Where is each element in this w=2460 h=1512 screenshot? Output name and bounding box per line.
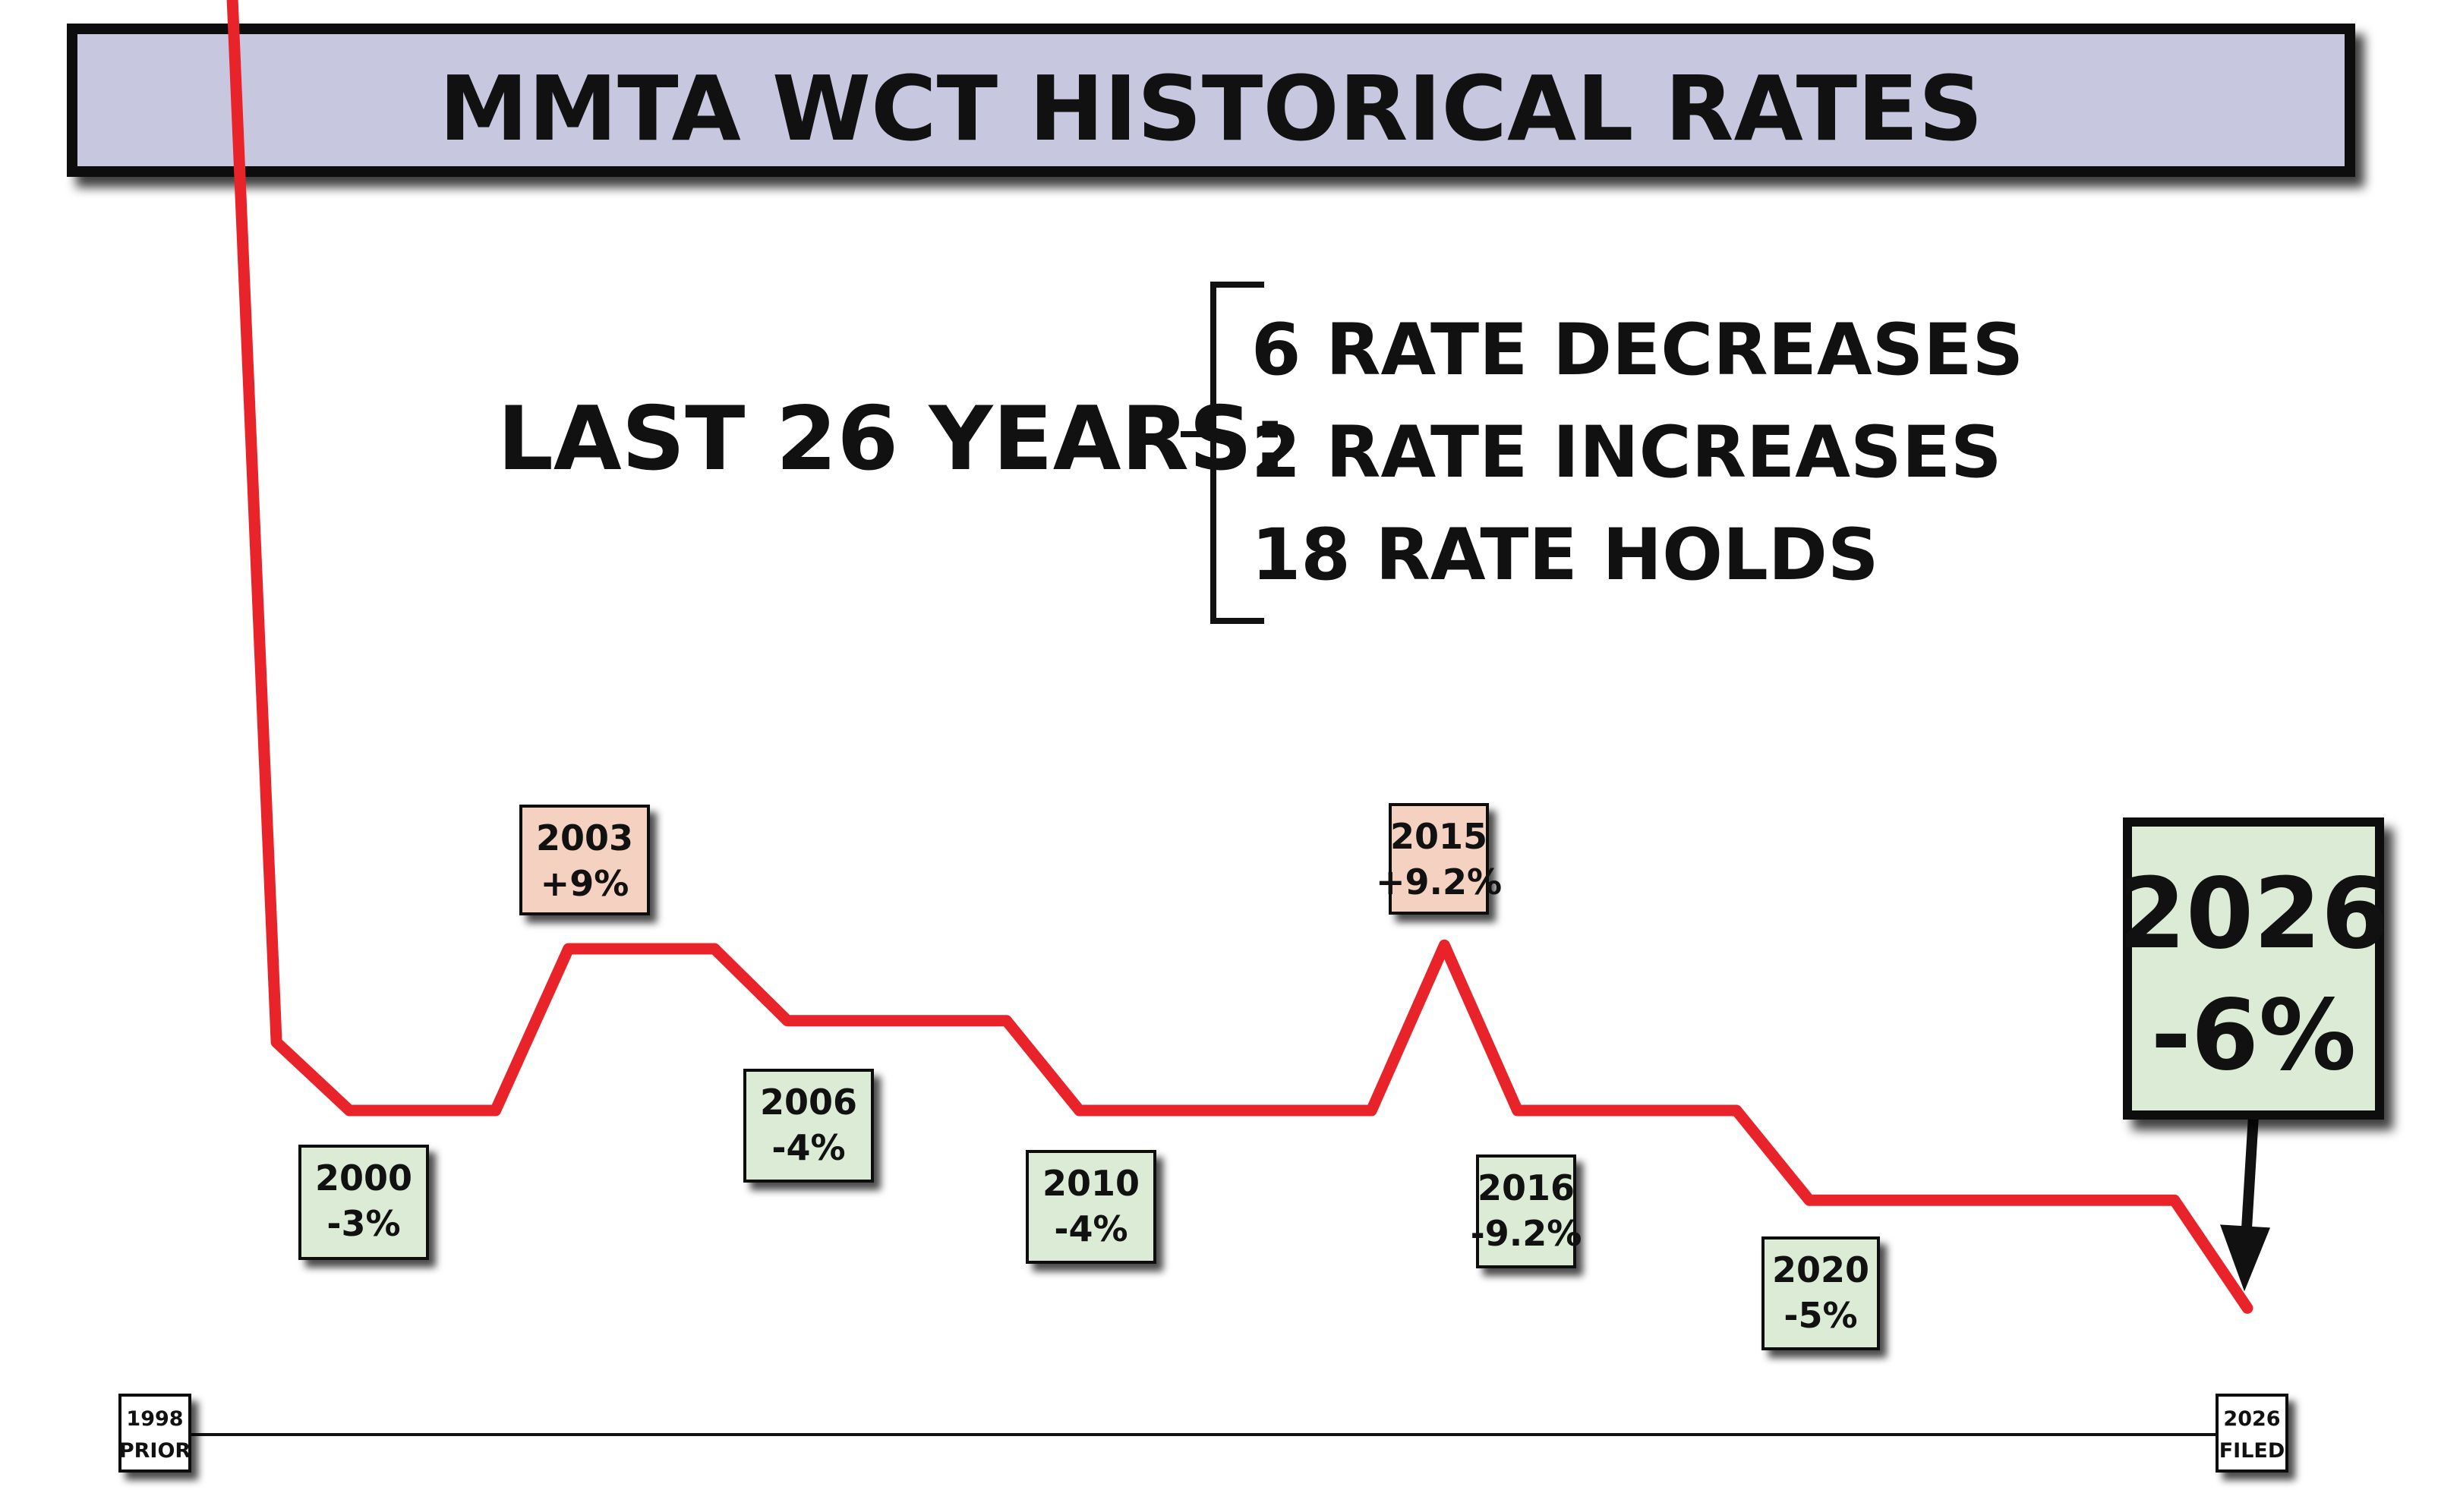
rate-label-year-2000: 2000 — [315, 1158, 412, 1199]
rate-label-box-2010 — [1026, 1150, 1156, 1264]
axis-start-note: PRIOR — [119, 1439, 191, 1463]
rate-label-2020: 2020 -5% — [1761, 1236, 1880, 1350]
axis-start-year: 1998 — [126, 1407, 183, 1431]
rate-label-box-2003 — [519, 805, 650, 915]
summary-brace — [1181, 282, 1264, 624]
chart-title: MMTA WCT HISTORICAL RATES — [439, 56, 1982, 161]
rate-label-box-2000 — [298, 1145, 429, 1260]
rate-label-change-2015: +9.2% — [1376, 862, 1502, 902]
title-band — [67, 24, 2355, 177]
summary-heading: LAST 26 YEARS: — [497, 388, 1288, 490]
rate-label-change-2016: -9.2% — [1471, 1213, 1582, 1254]
rate-label-2026: 2026-6% — [2118, 817, 2389, 1120]
title-banner: MMTA WCT HISTORICAL RATES — [67, 24, 2355, 177]
rate-label-change-2026: -6% — [2151, 979, 2356, 1092]
axis-end-note: FILED — [2219, 1439, 2285, 1463]
summary-line-holds: 18 RATE HOLDS — [1251, 514, 1879, 597]
rate-label-2016: 2016 -9.2% — [1471, 1154, 1582, 1268]
arrow-layer — [2220, 1115, 2270, 1292]
rate-label-change-2006: -4% — [771, 1127, 845, 1168]
rate-label-year-2015: 2015 — [1390, 816, 1487, 857]
rate-label-year-2026: 2026 — [2118, 858, 2389, 971]
rate-label-change-2000: -3% — [326, 1203, 400, 1244]
summary-line-increases: 2 RATE INCREASES — [1251, 411, 2002, 494]
rate-label-box-2026 — [2123, 817, 2384, 1120]
rate-label-year-2010: 2010 — [1042, 1163, 1140, 1204]
timeline-axis: 1998 PRIOR 2026 FILED — [118, 1394, 2288, 1473]
axis-end-year: 2026 — [2223, 1407, 2280, 1431]
axis-end-box: 2026 FILED — [2216, 1394, 2288, 1473]
rate-label-box-2015 — [1389, 803, 1489, 915]
rate-label-box-2016 — [1476, 1154, 1576, 1268]
rate-label-2010: 2010-4% — [1026, 1150, 1156, 1264]
rate-label-2003: 2003 +9% — [519, 805, 650, 915]
highlight-arrow-shaft — [2241, 1115, 2259, 1242]
rate-line-layer — [226, 0, 2253, 1314]
rate-label-year-2006: 2006 — [760, 1082, 857, 1123]
rate-label-box-2006 — [743, 1069, 874, 1183]
rate-label-box-2020 — [1761, 1236, 1880, 1350]
rate-label-change-2020: -5% — [1784, 1295, 1857, 1336]
rate-label-year-2016: 2016 — [1478, 1167, 1575, 1208]
rate-label-2000: 2000-3% — [298, 1145, 429, 1260]
rate-label-2015: 2015 +9.2% — [1376, 803, 1502, 915]
rate-label-change-2003: +9% — [541, 863, 629, 904]
rate-label-layer: 2000-3%2003+9%2006-4%2010-4%2015+9.2%201… — [298, 803, 2389, 1350]
rate-label-year-2003: 2003 — [536, 817, 633, 858]
summary-block: LAST 26 YEARS: 6 RATE DECREASES 2 RATE I… — [497, 282, 2023, 624]
highlight-arrow-head — [2220, 1224, 2270, 1292]
summary-line-decreases: 6 RATE DECREASES — [1251, 309, 2023, 392]
rate-line — [226, 0, 2253, 1314]
rate-label-year-2020: 2020 — [1772, 1249, 1869, 1290]
rate-label-change-2010: -4% — [1054, 1208, 1128, 1249]
axis-start-box: 1998 PRIOR — [118, 1394, 191, 1473]
rate-label-2006: 2006-4% — [743, 1069, 874, 1183]
